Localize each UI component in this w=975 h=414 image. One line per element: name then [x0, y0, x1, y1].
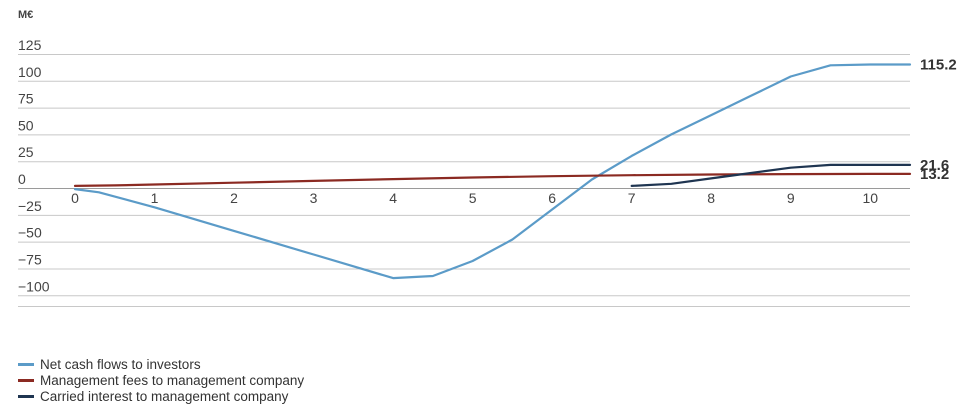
y-tick-label: −25	[18, 198, 42, 214]
legend-swatch	[18, 394, 34, 398]
series-line-0	[73, 63, 912, 280]
x-tick-label: 0	[71, 190, 79, 206]
series-line-2	[630, 163, 912, 187]
x-tick-label: 10	[862, 190, 878, 206]
series-line-1	[73, 172, 912, 187]
y-axis: 125 100 75 50 25 0 −25 −50 −75 −100	[18, 37, 50, 294]
end-labels: 115.2 21.613.2	[920, 57, 957, 183]
y-tick-label: 25	[18, 144, 34, 160]
end-value-label: 21.6	[920, 157, 949, 174]
x-tick-label: 2	[230, 190, 238, 206]
legend-label: Management fees to management company	[40, 372, 305, 388]
legend-item: Net cash flows to investors	[18, 356, 304, 372]
y-tick-label: 0	[18, 171, 26, 187]
y-tick-label: 100	[18, 64, 42, 80]
y-tick-label: 75	[18, 91, 34, 107]
series-lines	[73, 63, 912, 280]
end-value-label: 115.2	[920, 57, 957, 74]
y-tick-label: −75	[18, 251, 42, 267]
legend-label: Carried interest to management company	[40, 388, 289, 404]
x-tick-label: 3	[310, 190, 318, 206]
grid	[18, 54, 910, 307]
legend-swatch	[18, 378, 34, 382]
legend: Net cash flows to investors Management fe…	[18, 356, 304, 404]
x-tick-label: 1	[151, 190, 159, 206]
x-tick-label: 5	[469, 190, 477, 206]
y-tick-label: 50	[18, 117, 34, 133]
end-value-label: 13.2	[920, 166, 949, 183]
x-tick-label: 6	[548, 190, 556, 206]
y-tick-label: −50	[18, 225, 42, 241]
x-tick-label: 9	[787, 190, 795, 206]
legend-label: Net cash flows to investors	[40, 356, 201, 372]
unit-label: M€	[18, 9, 33, 21]
x-tick-label: 4	[389, 190, 397, 206]
legend-item: Carried interest to management company	[18, 388, 304, 404]
legend-item: Management fees to management company	[18, 372, 304, 388]
x-tick-label: 7	[628, 190, 636, 206]
y-tick-label: 125	[18, 37, 42, 53]
x-tick-label: 8	[707, 190, 715, 206]
legend-swatch	[18, 362, 34, 366]
x-axis: 0 1 2 3 4 5 6 7 8 9 10	[71, 190, 878, 206]
y-tick-label: −100	[18, 278, 50, 294]
